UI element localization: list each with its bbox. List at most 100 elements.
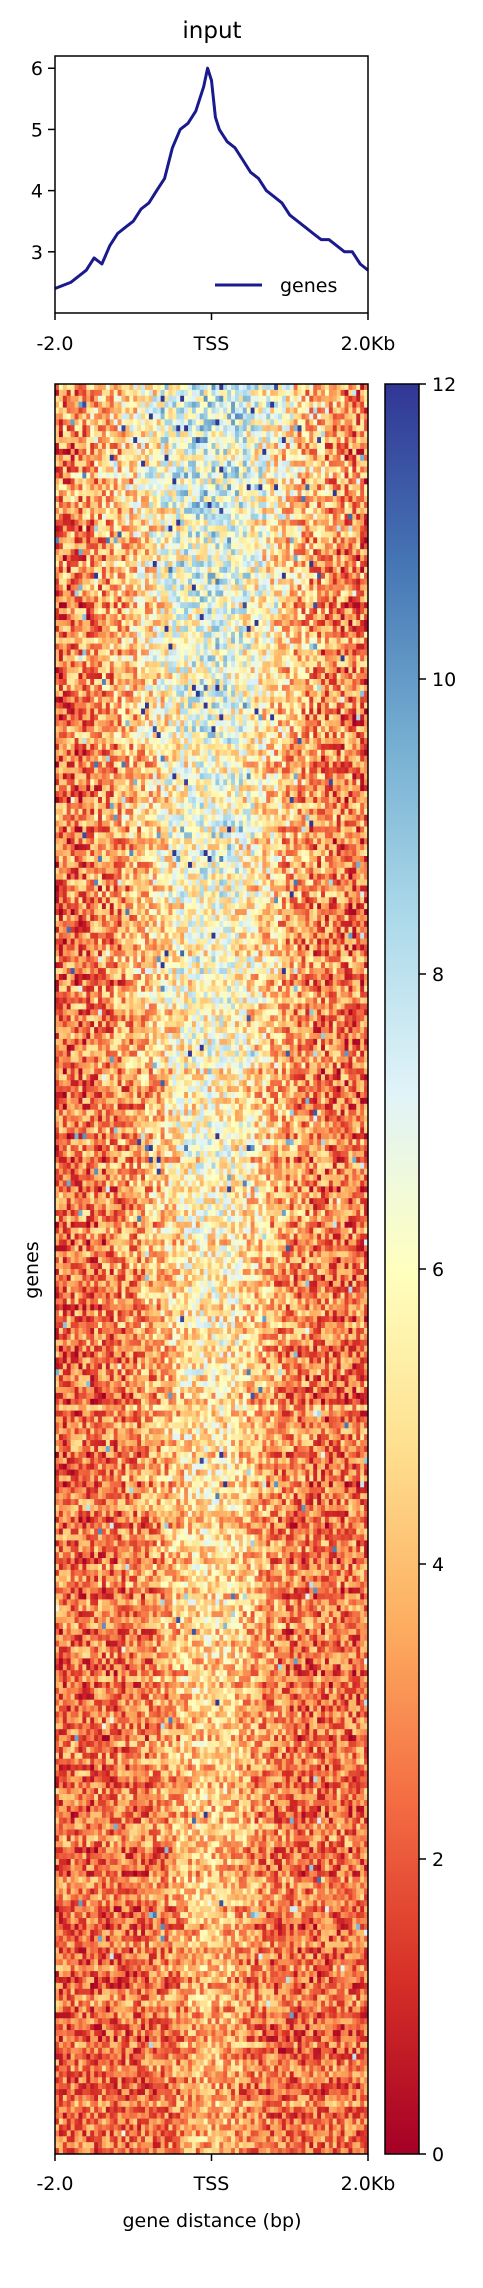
heatmap-cell <box>102 650 106 656</box>
heatmap-cell <box>110 738 114 744</box>
heatmap-cell <box>231 655 235 661</box>
heatmap-cell <box>172 655 176 661</box>
heatmap-cell <box>352 720 356 726</box>
heatmap-cell <box>129 461 133 467</box>
heatmap-cell <box>270 467 274 473</box>
heatmap-cell <box>329 555 333 561</box>
heatmap-cell <box>75 496 79 502</box>
heatmap-cell <box>157 579 161 585</box>
heatmap-cell <box>133 508 137 514</box>
heatmap-cell <box>286 714 290 720</box>
heatmap-cell <box>333 496 337 502</box>
heatmap-cell <box>106 414 110 420</box>
heatmap-cell <box>75 425 79 431</box>
heatmap-cell <box>294 431 298 437</box>
heatmap-cell <box>176 709 180 715</box>
heatmap-cell <box>247 632 251 638</box>
heatmap-cell <box>157 455 161 461</box>
heatmap-cell <box>251 614 255 620</box>
heatmap-cell <box>188 455 192 461</box>
heatmap-cell <box>71 591 75 597</box>
heatmap-cell <box>345 526 349 532</box>
heatmap-cell <box>235 685 239 691</box>
heatmap-cell <box>161 720 165 726</box>
heatmap-cell <box>133 408 137 414</box>
heatmap-cell <box>161 608 165 614</box>
heatmap-cell <box>341 738 345 744</box>
heatmap-cell <box>122 478 126 484</box>
heatmap-cell <box>294 384 298 390</box>
heatmap-cell <box>172 679 176 685</box>
heatmap-cell <box>227 644 231 650</box>
heatmap-cell <box>262 744 266 750</box>
heatmap-cell <box>282 561 286 567</box>
heatmap-cell <box>129 738 133 744</box>
heatmap-cell <box>67 703 71 709</box>
heatmap-cell <box>114 532 118 538</box>
heatmap-cell <box>165 614 169 620</box>
heatmap-cell <box>337 679 341 685</box>
heatmap-cell <box>63 496 67 502</box>
heatmap-cell <box>145 449 149 455</box>
heatmap-cell <box>90 543 94 549</box>
heatmap-cell <box>129 567 133 573</box>
heatmap-cell <box>247 679 251 685</box>
heatmap-cell <box>188 661 192 667</box>
heatmap-cell <box>247 514 251 520</box>
heatmap-cell <box>188 402 192 408</box>
heatmap-cell <box>141 431 145 437</box>
heatmap-cell <box>321 738 325 744</box>
heatmap-cell <box>122 608 126 614</box>
heatmap-cell <box>106 661 110 667</box>
heatmap-cell <box>313 744 317 750</box>
heatmap-cell <box>215 655 219 661</box>
heatmap-cell <box>86 437 90 443</box>
heatmap-cell <box>305 608 309 614</box>
heatmap-cell <box>345 520 349 526</box>
heatmap-cell <box>59 685 63 691</box>
heatmap-cell <box>356 561 360 567</box>
heatmap-cell <box>356 508 360 514</box>
heatmap-cell <box>227 667 231 673</box>
heatmap-cell <box>98 520 102 526</box>
heatmap-cell <box>149 703 153 709</box>
heatmap-cell <box>247 526 251 532</box>
heatmap-cell <box>118 620 122 626</box>
heatmap-cell <box>161 443 165 449</box>
heatmap-cell <box>278 644 282 650</box>
heatmap-cell <box>90 431 94 437</box>
heatmap-cell <box>321 567 325 573</box>
heatmap-cell <box>133 555 137 561</box>
heatmap-cell <box>294 744 298 750</box>
heatmap-cell <box>262 478 266 484</box>
heatmap-cell <box>294 596 298 602</box>
heatmap-cell <box>118 567 122 573</box>
heatmap-cell <box>63 714 67 720</box>
heatmap-cell <box>278 508 282 514</box>
heatmap-cell <box>274 673 278 679</box>
heatmap-cell <box>63 537 67 543</box>
heatmap-cell <box>129 585 133 591</box>
heatmap-cell <box>94 661 98 667</box>
heatmap-cell <box>321 667 325 673</box>
heatmap-cell <box>309 691 313 697</box>
heatmap-cell <box>137 561 141 567</box>
heatmap-cell <box>67 543 71 549</box>
heatmap-cell <box>337 567 341 573</box>
heatmap-cell <box>243 591 247 597</box>
heatmap-cell <box>118 720 122 726</box>
heatmap-cell <box>145 431 149 437</box>
heatmap-cell <box>86 520 90 526</box>
heatmap-cell <box>71 549 75 555</box>
heatmap-cell <box>184 738 188 744</box>
heatmap-cell <box>157 537 161 543</box>
heatmap-cell <box>98 561 102 567</box>
heatmap-cell <box>243 703 247 709</box>
heatmap-cell <box>243 596 247 602</box>
heatmap-cell <box>153 608 157 614</box>
heatmap-cell <box>329 703 333 709</box>
heatmap-cell <box>75 561 79 567</box>
heatmap-cell <box>317 526 321 532</box>
heatmap-cell <box>294 508 298 514</box>
heatmap-cell <box>231 714 235 720</box>
